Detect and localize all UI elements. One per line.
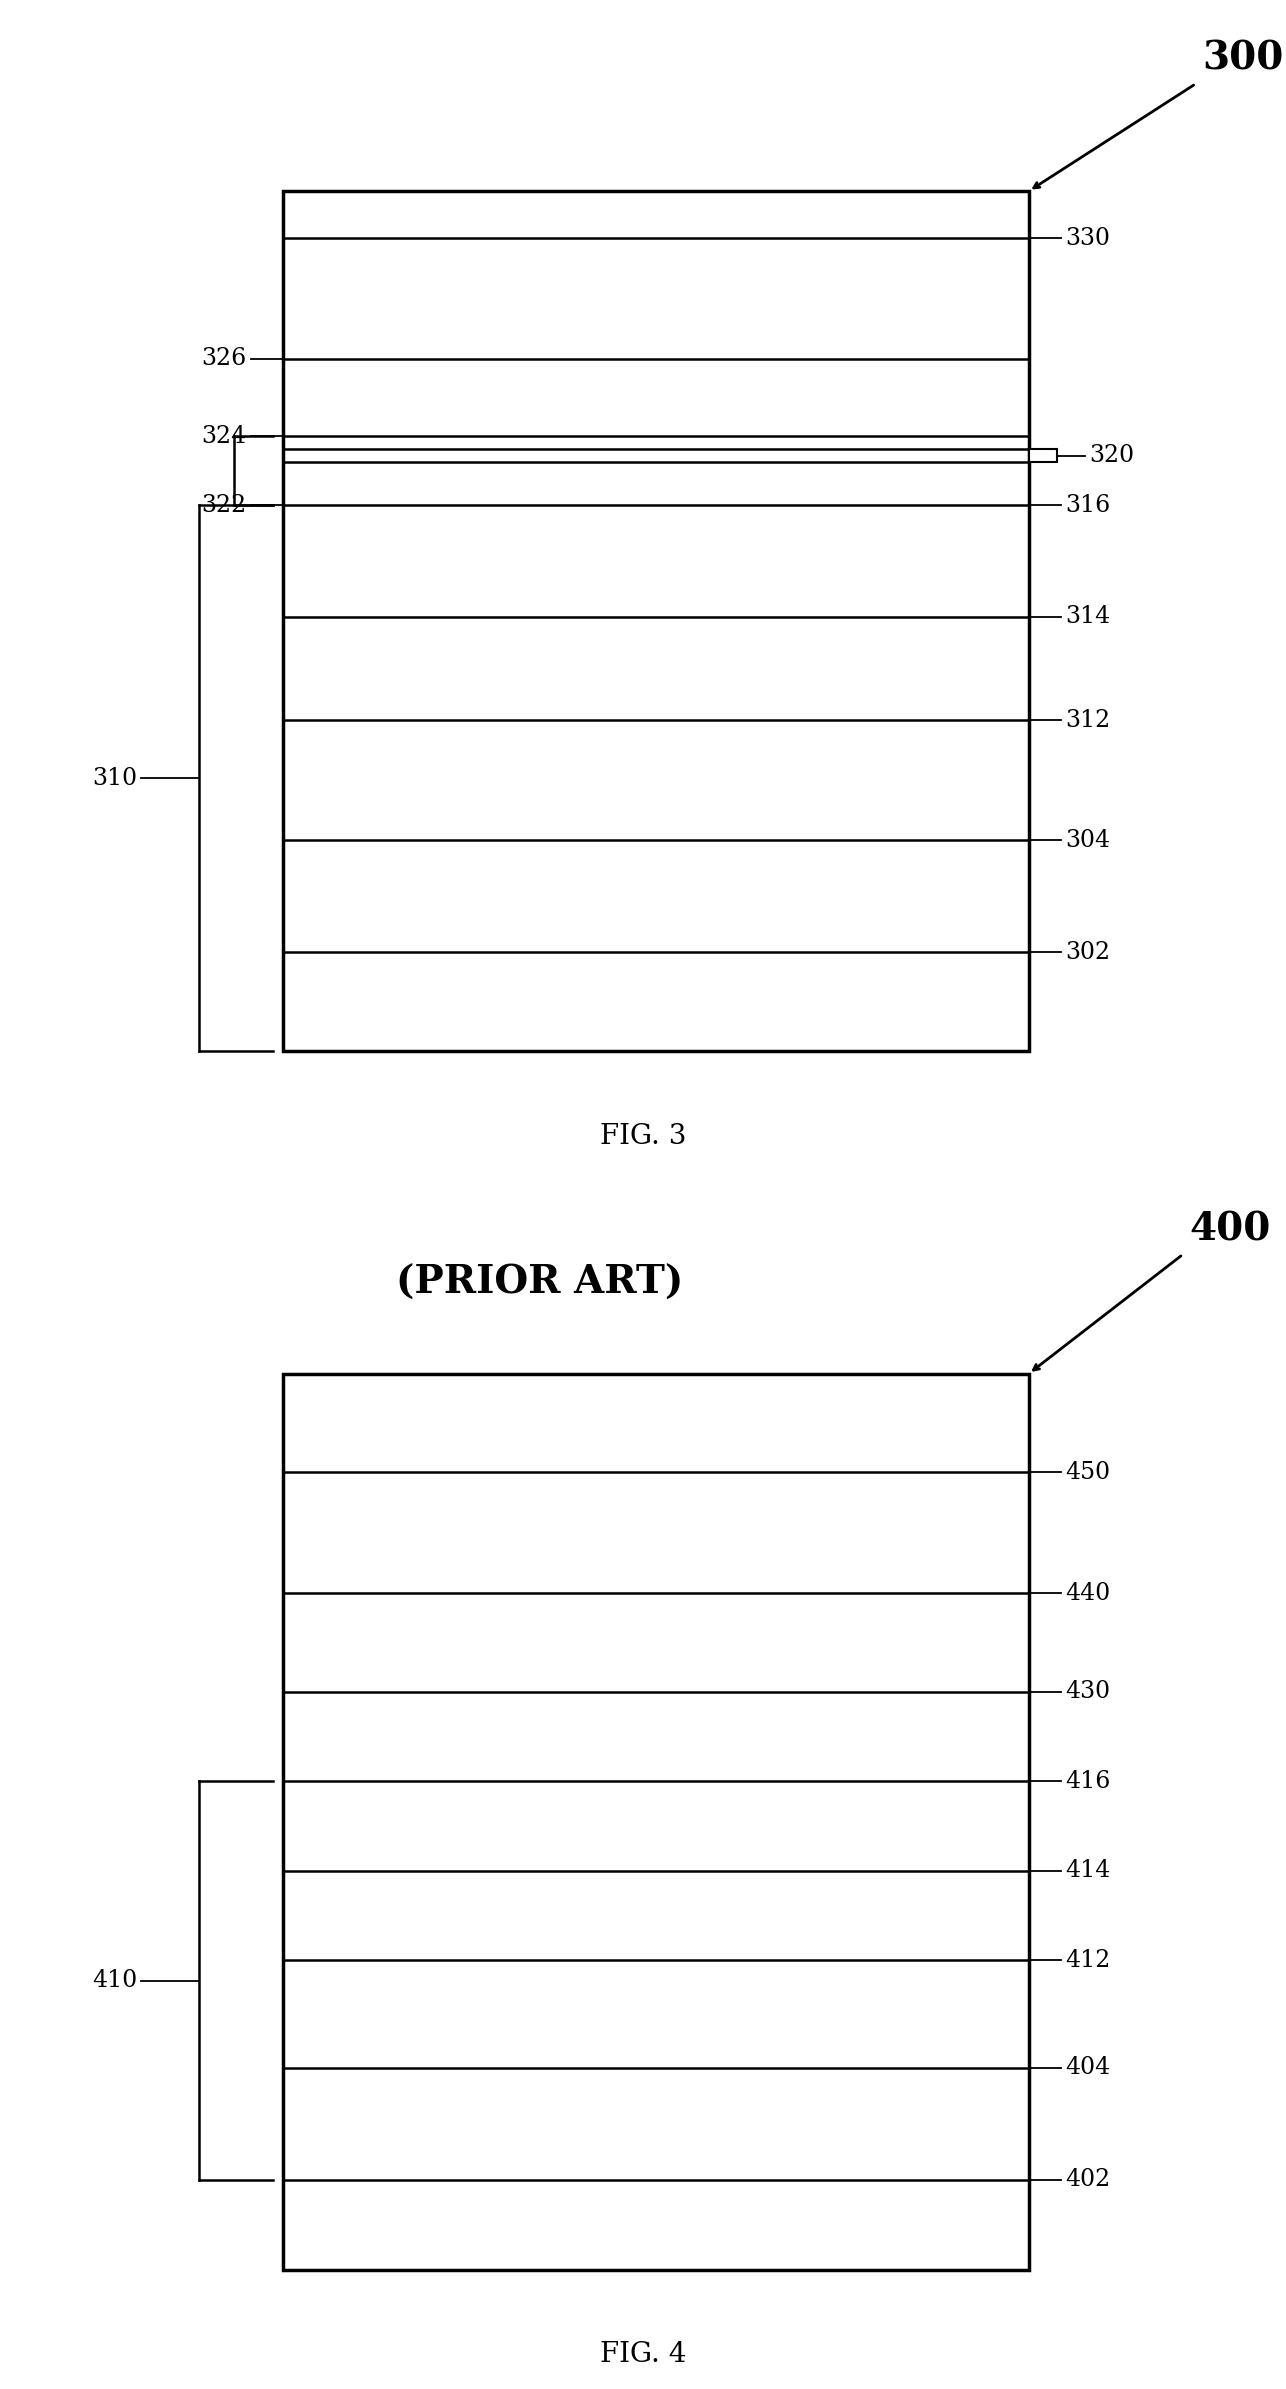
Text: 414: 414 (1065, 1859, 1110, 1883)
Text: 324: 324 (202, 425, 247, 447)
Text: 302: 302 (1065, 941, 1110, 963)
Text: 430: 430 (1065, 1679, 1110, 1703)
Text: 312: 312 (1065, 710, 1110, 731)
Text: 320: 320 (1089, 444, 1134, 468)
Text: 326: 326 (202, 346, 247, 370)
Text: 330: 330 (1065, 227, 1110, 251)
Text: FIG. 4: FIG. 4 (599, 2341, 687, 2367)
Bar (283, 191, 1029, 1051)
Text: 300: 300 (1202, 41, 1283, 76)
Text: 416: 416 (1065, 1770, 1110, 1792)
Text: 440: 440 (1065, 1582, 1110, 1605)
Text: 322: 322 (202, 495, 247, 516)
Text: 316: 316 (1065, 495, 1110, 516)
Text: 310: 310 (93, 767, 138, 791)
Text: 400: 400 (1190, 1211, 1271, 1247)
Text: 402: 402 (1065, 2169, 1110, 2191)
Text: 450: 450 (1065, 1460, 1110, 1484)
Text: (PRIOR ART): (PRIOR ART) (396, 1264, 684, 1302)
Text: 304: 304 (1065, 829, 1110, 853)
Text: 314: 314 (1065, 604, 1110, 628)
Text: 412: 412 (1065, 1949, 1110, 1971)
Text: FIG. 3: FIG. 3 (599, 1123, 687, 1149)
Bar (1029, 449, 1057, 461)
Bar (283, 1374, 1029, 2270)
Text: 410: 410 (93, 1969, 138, 1992)
Text: 404: 404 (1065, 2057, 1110, 2078)
